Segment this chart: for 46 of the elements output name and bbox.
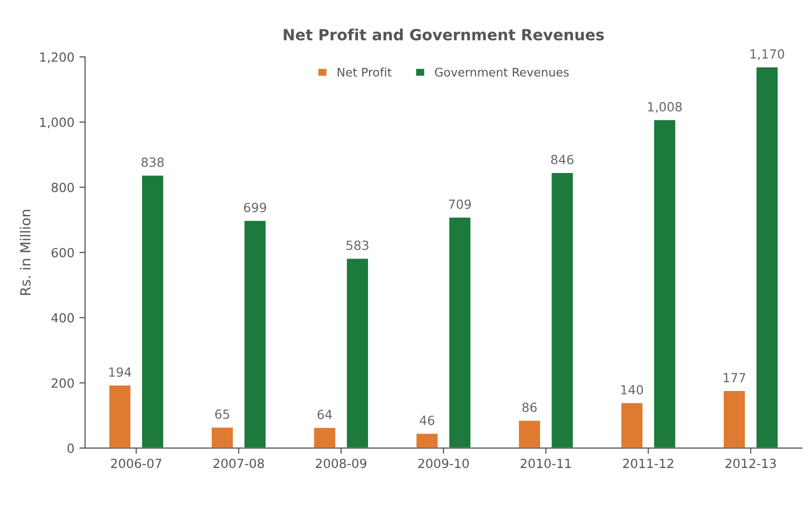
data-label: 194 <box>109 367 132 377</box>
y-tick-label: 0 <box>68 444 74 453</box>
data-label: 583 <box>346 240 368 250</box>
x-tick-label: 2009-10 <box>418 458 469 468</box>
x-tick-label: 2007-08 <box>213 458 264 468</box>
y-tick-label: 600 <box>52 248 74 258</box>
bar <box>755 66 780 448</box>
data-label: 140 <box>621 384 644 394</box>
data-label: 709 <box>448 200 471 209</box>
y-tick-label: 400 <box>51 313 74 323</box>
y-tick-label: 200 <box>52 378 74 388</box>
bar <box>652 118 677 448</box>
data-label: 699 <box>244 202 266 212</box>
data-label: 1,008 <box>648 102 682 113</box>
bar <box>415 432 440 448</box>
bar <box>243 220 268 448</box>
y-tick-label: 800 <box>52 182 74 192</box>
data-label: 846 <box>551 154 574 164</box>
bar <box>140 174 165 448</box>
y-axis-title: Rs. in Million <box>20 210 31 295</box>
data-label: 86 <box>522 402 537 412</box>
bar <box>448 216 472 448</box>
bar <box>620 402 644 448</box>
x-tick-label: 2008-09 <box>316 458 366 468</box>
x-tick-label: 2006-07 <box>111 458 162 468</box>
bar <box>722 390 746 448</box>
x-tick-label: 2012-13 <box>726 458 776 468</box>
data-label: 177 <box>724 373 746 382</box>
bar <box>108 384 132 448</box>
y-tick-label: 1,000 <box>40 118 74 128</box>
x-tick-label: 2011-12 <box>623 458 674 468</box>
chart-title: Net Profit and Government Revenues <box>284 28 604 40</box>
x-tick-label: 2010-11 <box>520 458 571 468</box>
bar <box>210 426 234 448</box>
data-label: 838 <box>142 157 164 167</box>
data-label: 46 <box>420 416 434 426</box>
bar <box>345 257 370 448</box>
bar <box>518 419 542 448</box>
y-tick-label: 1,200 <box>40 52 74 64</box>
bar <box>550 172 574 448</box>
data-label: 1,170 <box>750 49 784 60</box>
legend-label: Government Revenues <box>434 68 569 77</box>
data-label: 64 <box>318 410 332 420</box>
bar <box>312 426 337 448</box>
data-label: 65 <box>215 409 230 419</box>
legend-label: Net Profit <box>338 68 392 77</box>
